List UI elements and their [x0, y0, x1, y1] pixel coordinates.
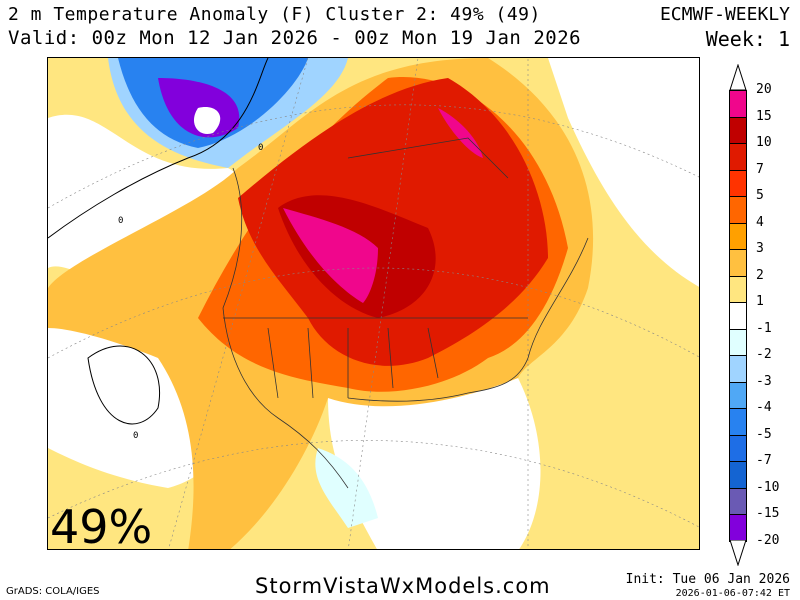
- colorbar-label: 2: [756, 267, 764, 283]
- colorbar-bin: [729, 250, 747, 277]
- colorbar-label: 5: [756, 188, 764, 203]
- colorbar-bin: [729, 144, 747, 171]
- colorbar-bin: [729, 488, 747, 515]
- colorbar-bin: [729, 117, 747, 144]
- colorbar-label: -10: [756, 479, 780, 495]
- contour-label: 0: [258, 143, 263, 153]
- valid-period: Valid: 00z Mon 12 Jan 2026 - 00z Mon 19 …: [8, 27, 582, 49]
- colorbar-label: 7: [756, 161, 764, 177]
- temperature-anomaly-map: 0 0 0: [47, 57, 700, 550]
- colorbar-label: -7: [756, 453, 772, 468]
- generated-timestamp: 2026-01-06-07:42 ET: [675, 588, 790, 599]
- colorbar-bin: [729, 303, 747, 330]
- colorbar-label: 1: [756, 294, 764, 309]
- colorbar-label: -4: [756, 400, 772, 415]
- colorbar-label: 10: [756, 135, 772, 150]
- colorbar-label: -3: [756, 373, 772, 389]
- contour-label: 0: [118, 216, 123, 226]
- colorbar-bin: [729, 356, 747, 383]
- colorbar-label: 3: [756, 241, 764, 256]
- colorbar-label: -2: [756, 347, 772, 362]
- cluster-percent: 49%: [50, 500, 153, 554]
- colorbar-label: -20: [756, 532, 780, 548]
- colorbar-bin: [729, 197, 747, 224]
- colorbar-bin: [729, 515, 747, 542]
- colorbar-bin: [729, 223, 747, 250]
- colorbar-label: -1: [756, 320, 772, 336]
- colorbar-bin: [729, 462, 747, 489]
- contour-label: 0: [133, 431, 138, 441]
- colorbar-bin: [729, 329, 747, 356]
- colorbar-label: 15: [756, 108, 772, 124]
- colorbar-bin: [729, 435, 747, 462]
- model-name: ECMWF-WEEKLY: [659, 4, 790, 25]
- site-watermark: StormVistaWxModels.com: [255, 574, 551, 598]
- colorbar-bin: [729, 276, 747, 303]
- grads-credit: GrADS: COLA/IGES: [6, 586, 100, 597]
- init-time: Init: Tue 06 Jan 2026: [625, 572, 790, 587]
- colorbar-bin: [729, 382, 747, 409]
- map-title: 2 m Temperature Anomaly (F) Cluster 2: 4…: [8, 4, 541, 25]
- colorbar-label: -5: [756, 426, 772, 442]
- colorbar: [729, 90, 747, 542]
- colorbar-label: 20: [756, 82, 772, 97]
- colorbar-bin: [729, 170, 747, 197]
- colorbar-bin: [729, 409, 747, 436]
- week-label: Week: 1: [705, 27, 790, 51]
- colorbar-label: -15: [756, 506, 780, 521]
- colorbar-label: 4: [756, 214, 764, 230]
- colorbar-bin: [729, 91, 747, 118]
